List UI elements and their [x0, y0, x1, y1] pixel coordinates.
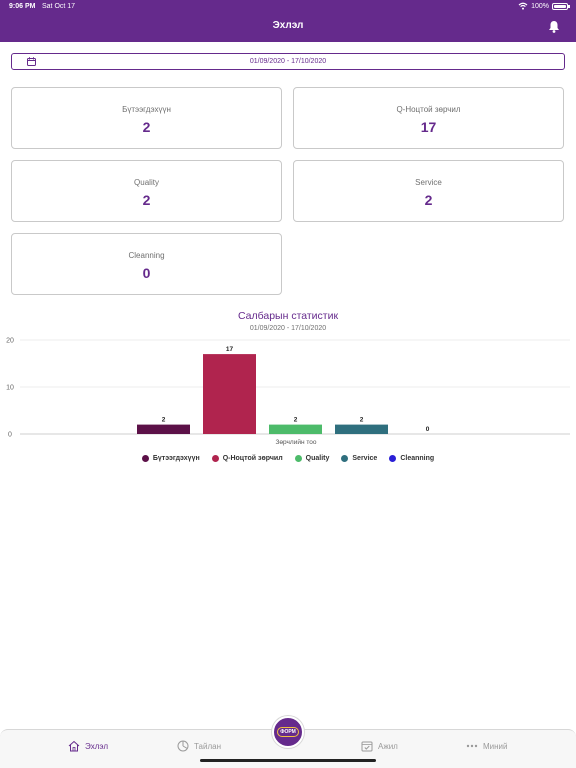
stat-card-serious-violation[interactable]: Q-Ноцтой зөрчил 17 — [293, 87, 564, 149]
data-label: 0 — [426, 426, 430, 433]
home-icon — [68, 740, 80, 752]
bar-1 — [203, 354, 256, 434]
legend-label: Service — [352, 455, 378, 462]
date-range-text: 01/09/2020 - 17/10/2020 — [249, 58, 327, 65]
battery-percent: 100% — [531, 2, 549, 10]
bell-icon[interactable] — [548, 20, 560, 33]
legend-swatch — [211, 455, 219, 462]
stat-card-label: Cleanning — [128, 251, 165, 260]
legend-label: Cleanning — [400, 455, 435, 462]
more-dots-icon — [466, 744, 478, 748]
legend-item[interactable]: Quality — [294, 455, 330, 462]
date-range-picker[interactable]: 01/09/2020 - 17/10/2020 — [11, 53, 565, 70]
calendar-check-icon — [361, 741, 373, 752]
status-bar: 9:06 PM Sat Oct 17 100% — [0, 0, 576, 14]
stat-card-label: Q-Ноцтой зөрчил — [396, 105, 461, 114]
stat-card-label: Бүтээгдэхүүн — [122, 105, 171, 114]
status-time: 9:06 PM — [9, 3, 36, 10]
legend-swatch — [389, 455, 397, 462]
stat-card-cleaning[interactable]: Cleanning 0 — [11, 233, 282, 295]
stat-card-product[interactable]: Бүтээгдэхүүн 2 — [11, 87, 282, 149]
form-logo-button[interactable]: ФОРМ — [272, 716, 304, 748]
tab-report[interactable]: Тайлан — [177, 740, 221, 752]
home-indicator — [200, 759, 376, 762]
stat-card-value: 0 — [142, 265, 151, 281]
app-header: 9:06 PM Sat Oct 17 100% Эхлэл — [0, 0, 576, 42]
chart-title: Салбарын статистик — [237, 310, 339, 322]
tab-home[interactable]: Эхлэл — [68, 740, 108, 752]
status-date: Sat Oct 17 — [42, 3, 76, 10]
calendar-icon — [27, 57, 36, 66]
data-label: 2 — [360, 417, 364, 424]
legend-label: Q-Ноцтой зөрчил — [222, 455, 283, 462]
status-right: 100% — [518, 2, 570, 10]
legend-swatch — [294, 455, 302, 462]
chart-legend: Бүтээгдэхүүн Q-Ноцтой зөрчил Quality Servic… — [0, 455, 576, 462]
wifi-icon — [518, 2, 528, 10]
stat-card-label: Service — [415, 178, 442, 187]
legend-label: Quality — [305, 455, 330, 462]
legend-item[interactable]: Service — [341, 455, 377, 462]
stat-card-value: 2 — [424, 192, 433, 208]
stat-card-value: 2 — [142, 119, 151, 135]
legend-item[interactable]: Cleanning — [389, 455, 434, 462]
bar-0 — [137, 424, 190, 434]
data-label: 2 — [294, 417, 298, 424]
bar-3 — [335, 424, 388, 434]
data-label: 17 — [226, 346, 234, 353]
stat-card-value: 2 — [142, 192, 151, 208]
legend-label: Бүтээгдэхүүн — [152, 455, 200, 462]
y-tick-label: 0 — [8, 432, 12, 439]
bar-2 — [269, 424, 322, 434]
stat-card-service[interactable]: Service 2 — [293, 160, 564, 222]
battery-icon — [552, 2, 570, 10]
legend-item[interactable]: Q-Ноцтой зөрчил — [211, 455, 283, 462]
legend-swatch — [341, 455, 349, 462]
legend-item[interactable]: Бүтээгдэхүүн — [141, 455, 200, 462]
tab-work[interactable]: Ажил — [361, 740, 398, 752]
x-axis-label: Зөрчлийн тоо — [276, 438, 317, 446]
chart-subtitle: 01/09/2020 - 17/10/2020 — [249, 325, 327, 332]
data-label: 2 — [162, 417, 166, 424]
stat-card-quality[interactable]: Quality 2 — [11, 160, 282, 222]
stat-card-value: 17 — [420, 119, 437, 135]
tab-home-label: Эхлэл — [85, 741, 108, 751]
tab-mine[interactable]: Миний — [466, 740, 508, 752]
tab-report-label: Тайлан — [194, 741, 221, 751]
tab-mine-label: Миний — [483, 741, 508, 751]
tab-work-label: Ажил — [378, 741, 398, 751]
y-tick-label: 20 — [6, 338, 14, 345]
form-logo-label: ФОРМ — [277, 727, 299, 737]
stat-card-label: Quality — [134, 178, 159, 187]
page-title: Эхлэл — [272, 20, 304, 31]
legend-swatch — [141, 455, 149, 462]
y-tick-label: 10 — [6, 385, 14, 392]
pie-chart-icon — [177, 740, 189, 752]
